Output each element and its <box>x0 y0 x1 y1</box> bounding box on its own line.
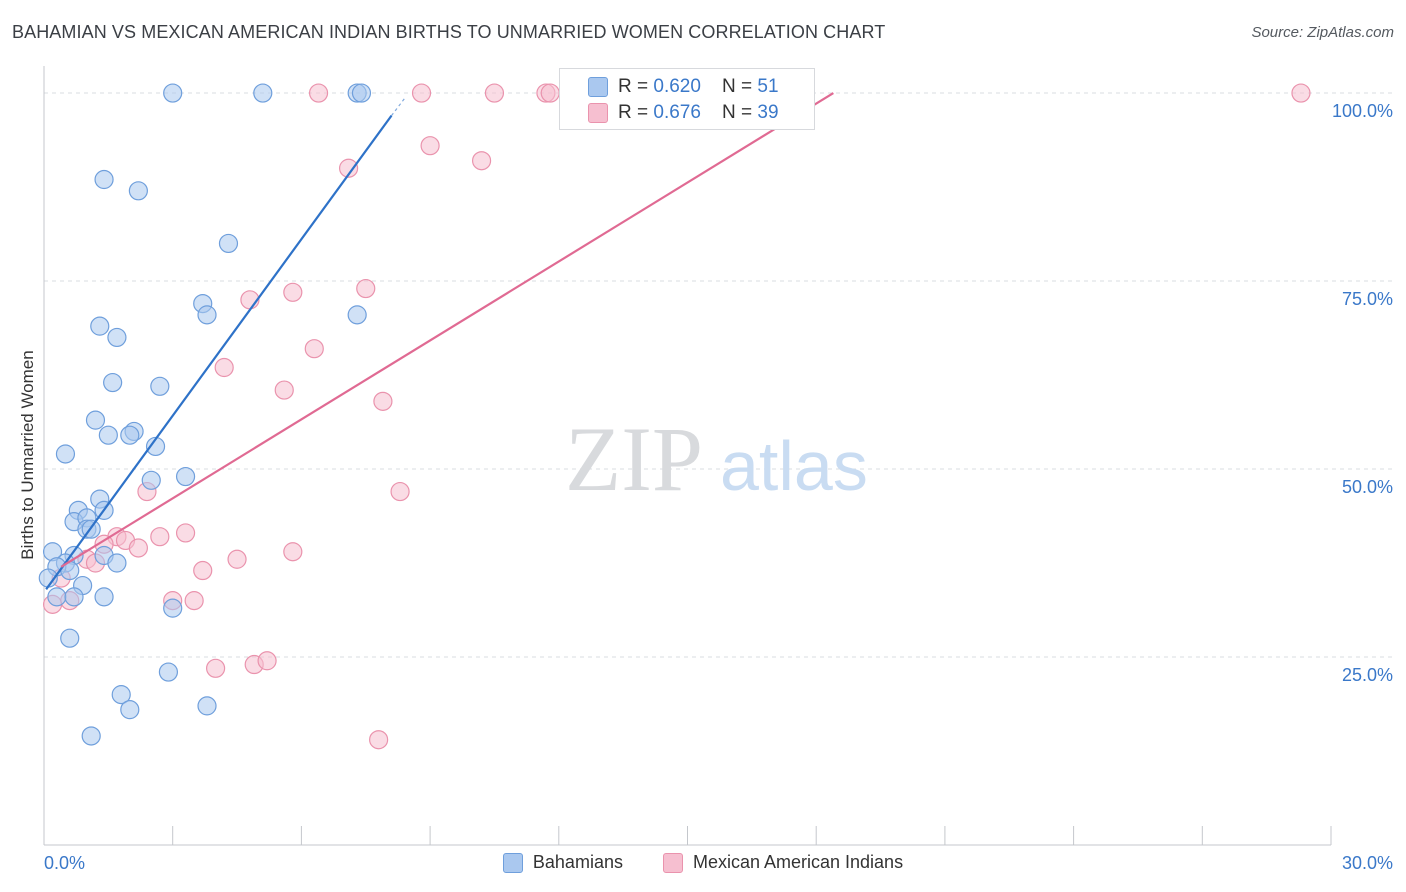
bahamians-point-45 <box>120 700 140 720</box>
r-value-mexican-american-indians: 0.676 <box>653 102 701 123</box>
mexican-american-indians-point-13 <box>214 357 234 378</box>
trend-line-bahamians <box>45 114 393 590</box>
mexican-american-indians-point-10 <box>356 278 376 299</box>
r-label: R = <box>618 76 654 97</box>
legend-label-mexican-american-indians: Mexican American Indians <box>692 852 904 872</box>
bahamians-point-3 <box>351 83 372 103</box>
mexican-american-indians-point-36 <box>257 651 277 671</box>
bahamians-point-21 <box>175 466 196 487</box>
watermark-atlas: atlas <box>720 427 868 505</box>
r-label: R = <box>618 102 654 123</box>
mexican-american-indians-point-37 <box>369 730 389 750</box>
mexican-american-indians-point-15 <box>373 391 393 411</box>
tick-labels: 25.0% 50.0% 75.0% 100.0% 0.0% 30.0% <box>44 101 1393 873</box>
n-label: N = <box>722 76 758 97</box>
bahamians-point-11 <box>107 327 127 348</box>
trend-line-mexican-american-indians <box>60 92 834 568</box>
mexican-american-indians-point-28 <box>193 560 213 581</box>
mexican-american-indians-point-33 <box>184 591 204 611</box>
mexican-american-indians-point-5 <box>1291 83 1311 103</box>
bahamians-point-14 <box>85 410 106 430</box>
n-label: N = <box>722 102 758 123</box>
legend-swatch-bahamians <box>502 852 523 873</box>
trend-lines <box>45 92 834 590</box>
mexican-american-indians-point-2 <box>484 83 505 103</box>
bahamians-point-46 <box>197 696 217 716</box>
bahamians-point-5 <box>128 181 148 201</box>
mexican-american-indians-point-1 <box>411 83 432 103</box>
y-tick-label-0: 25.0% <box>1342 665 1393 685</box>
bahamians-point-9 <box>347 305 367 325</box>
r-value-bahamians: 0.620 <box>653 76 701 97</box>
y-tick-label-1: 50.0% <box>1342 477 1393 497</box>
bahamians-point-12 <box>103 372 123 393</box>
y-tick-label-3: 100.0% <box>1332 101 1393 121</box>
bahamians-point-42 <box>60 628 80 648</box>
mexican-american-indians-point-24 <box>283 542 303 562</box>
bahamians-point-15 <box>98 425 118 445</box>
bahamians-point-19 <box>55 444 76 464</box>
mexican-american-indians-point-14 <box>274 380 294 400</box>
mexican-american-indians-point-19 <box>150 527 170 547</box>
bahamians-point-8 <box>197 305 217 325</box>
x-tick-label-max: 30.0% <box>1342 853 1393 873</box>
mexican-american-indians-point-8 <box>338 158 359 178</box>
legend-item-bahamians[interactable]: Bahamians <box>502 852 623 873</box>
watermark-zip: ZIP <box>565 408 703 510</box>
legend-label-bahamians: Bahamians <box>532 852 623 872</box>
bahamians-point-0 <box>163 83 183 103</box>
mexican-american-indians-point-6 <box>420 136 440 156</box>
series-legend: Bahamians Mexican American Indians <box>0 852 1406 873</box>
n-value-bahamians: 51 <box>757 76 779 97</box>
bahamians-point-38 <box>47 587 67 607</box>
bahamians-point-17 <box>120 425 140 445</box>
legend-item-mexican-american-indians[interactable]: Mexican American Indians <box>662 852 904 873</box>
trend-line-bahamians-extension <box>391 98 405 116</box>
chart-title: BAHAMIAN VS MEXICAN AMERICAN INDIAN BIRT… <box>12 22 886 42</box>
mexican-american-indians-point-12 <box>304 339 324 359</box>
mexican-american-indians-point-4 <box>540 83 560 103</box>
bahamians-point-43 <box>158 662 179 682</box>
mexican-american-indians-point-25 <box>227 549 247 569</box>
mexican-american-indians-point-17 <box>390 481 410 502</box>
bahamians-point-39 <box>64 587 84 607</box>
bahamians-point-41 <box>163 598 183 618</box>
legend-swatch-mexican-american-indians <box>662 852 683 873</box>
bahamians-point-35 <box>107 553 127 573</box>
bahamians-point-13 <box>150 376 170 396</box>
stats-legend: R = 0.620 N = 51 R = 0.676 N = 39 <box>559 68 815 130</box>
stats-text-mexican-american-indians: R = 0.676 N = 39 <box>618 102 779 124</box>
bahamians-point-20 <box>141 470 161 490</box>
bahamians-point-1 <box>253 83 273 103</box>
bahamians-point-47 <box>81 726 101 746</box>
bahamians-point-6 <box>218 233 239 254</box>
bahamians-point-44 <box>111 685 131 705</box>
watermark: ZIP atlas <box>565 408 868 510</box>
source-credit: Source: ZipAtlas.com <box>1251 24 1394 41</box>
mexican-american-indians-point-0 <box>308 83 329 103</box>
bahamians-point-40 <box>94 587 114 607</box>
axes <box>43 66 1332 846</box>
grid-lines <box>44 92 1392 658</box>
bahamians-point-10 <box>90 316 110 336</box>
series-bahamians-points <box>38 83 372 746</box>
y-tick-label-2: 75.0% <box>1342 289 1393 309</box>
stats-text-bahamians: R = 0.620 N = 51 <box>618 76 779 98</box>
x-tick-label-min: 0.0% <box>44 853 85 873</box>
mexican-american-indians-point-22 <box>128 538 148 558</box>
mexican-american-indians-point-18 <box>175 523 196 543</box>
mexican-american-indians-point-7 <box>471 151 492 171</box>
stats-swatch-mexican-american-indians <box>588 103 608 123</box>
stats-swatch-bahamians <box>588 77 608 97</box>
bahamians-point-4 <box>94 169 114 190</box>
n-value-mexican-american-indians: 39 <box>757 102 779 123</box>
mexican-american-indians-point-34 <box>206 658 226 678</box>
mexican-american-indians-point-9 <box>283 282 303 302</box>
